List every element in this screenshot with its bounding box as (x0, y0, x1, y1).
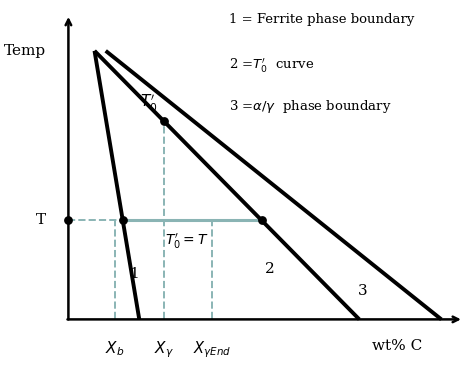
Text: 1: 1 (129, 267, 138, 281)
Text: $X_b$: $X_b$ (105, 339, 125, 358)
Text: $T_0' = T$: $T_0' = T$ (165, 232, 208, 251)
Text: T: T (36, 213, 46, 227)
Text: Temp: Temp (4, 44, 46, 58)
Text: 3 =$\alpha/\gamma$  phase boundary: 3 =$\alpha/\gamma$ phase boundary (229, 98, 392, 115)
Point (160, 118, 167, 124)
Point (119, 217, 127, 223)
Text: $T_0'$: $T_0'$ (140, 93, 158, 114)
Text: $X_{\gamma End}$: $X_{\gamma End}$ (193, 339, 231, 360)
Text: $X_{\gamma}$: $X_{\gamma}$ (154, 339, 173, 360)
Point (64, 217, 72, 223)
Point (258, 217, 265, 223)
Text: 1 = Ferrite phase boundary: 1 = Ferrite phase boundary (229, 14, 414, 26)
Text: 2: 2 (265, 262, 275, 276)
Text: 2 =$T_0'$  curve: 2 =$T_0'$ curve (229, 56, 314, 74)
Text: wt% C: wt% C (372, 339, 422, 353)
Text: 3: 3 (358, 284, 368, 298)
